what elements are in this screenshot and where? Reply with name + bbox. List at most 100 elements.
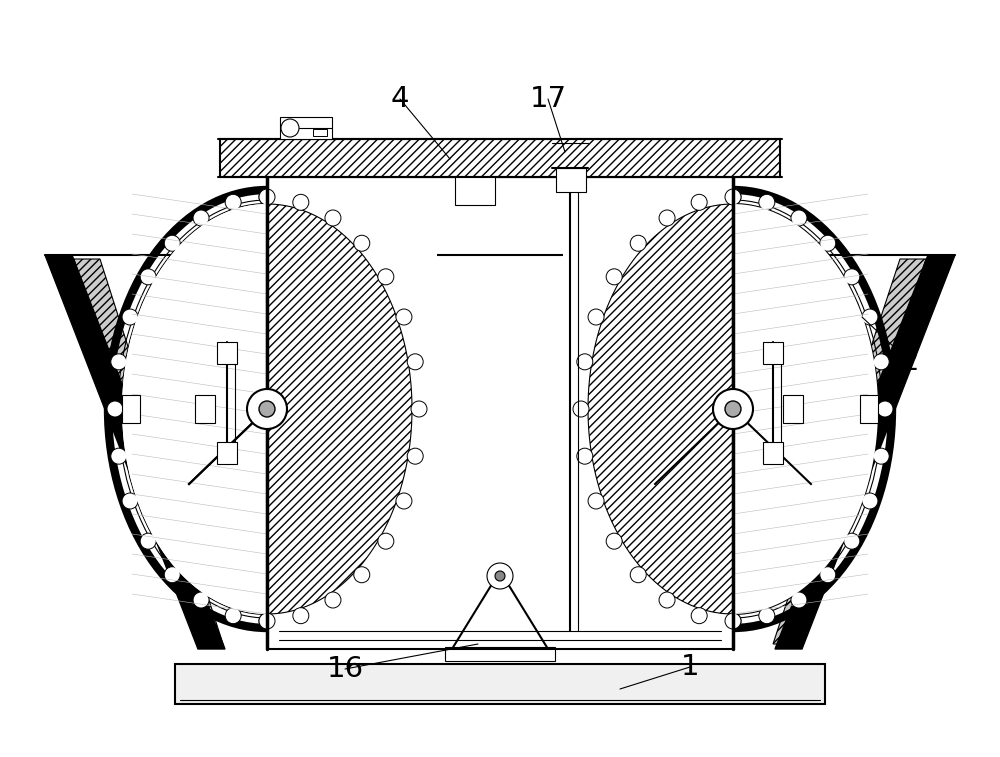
Circle shape xyxy=(325,210,341,226)
Circle shape xyxy=(588,309,604,325)
Bar xyxy=(763,442,783,464)
Circle shape xyxy=(873,354,889,370)
Circle shape xyxy=(820,567,836,583)
Bar xyxy=(783,395,803,423)
Polygon shape xyxy=(452,571,548,649)
Circle shape xyxy=(862,493,878,509)
Circle shape xyxy=(396,493,412,509)
Circle shape xyxy=(573,401,589,417)
Circle shape xyxy=(411,401,427,417)
Circle shape xyxy=(354,235,370,251)
Circle shape xyxy=(573,401,589,417)
Circle shape xyxy=(259,613,275,629)
Circle shape xyxy=(725,613,741,629)
Circle shape xyxy=(577,448,593,464)
Circle shape xyxy=(325,210,341,226)
Text: 16: 16 xyxy=(326,655,364,683)
Circle shape xyxy=(325,592,341,608)
Circle shape xyxy=(293,608,309,624)
Circle shape xyxy=(759,608,775,624)
Circle shape xyxy=(407,354,423,370)
Ellipse shape xyxy=(122,204,412,614)
Circle shape xyxy=(588,493,604,509)
Circle shape xyxy=(325,592,341,608)
Circle shape xyxy=(140,269,156,285)
Circle shape xyxy=(791,592,807,608)
Circle shape xyxy=(630,235,646,251)
Circle shape xyxy=(107,401,123,417)
Circle shape xyxy=(691,608,707,624)
Bar xyxy=(217,442,237,464)
Circle shape xyxy=(225,608,241,624)
Circle shape xyxy=(495,571,505,581)
Circle shape xyxy=(791,210,807,226)
Circle shape xyxy=(691,195,707,210)
Bar xyxy=(763,342,783,364)
Circle shape xyxy=(247,389,287,429)
Bar xyxy=(556,168,586,192)
Circle shape xyxy=(725,189,741,205)
Circle shape xyxy=(577,354,593,370)
Circle shape xyxy=(407,448,423,464)
Circle shape xyxy=(577,354,593,370)
Circle shape xyxy=(725,613,741,629)
Polygon shape xyxy=(267,204,412,614)
Circle shape xyxy=(606,269,622,285)
Circle shape xyxy=(606,269,622,285)
Circle shape xyxy=(354,567,370,583)
Circle shape xyxy=(691,195,707,210)
Polygon shape xyxy=(588,204,733,614)
Circle shape xyxy=(407,354,423,370)
Circle shape xyxy=(862,309,878,325)
Circle shape xyxy=(873,448,889,464)
Circle shape xyxy=(378,533,394,549)
Circle shape xyxy=(354,567,370,583)
Ellipse shape xyxy=(588,204,878,614)
Circle shape xyxy=(877,401,893,417)
Circle shape xyxy=(140,533,156,549)
Circle shape xyxy=(713,389,753,429)
Circle shape xyxy=(659,592,675,608)
Text: 4: 4 xyxy=(391,85,409,113)
Circle shape xyxy=(396,309,412,325)
Polygon shape xyxy=(733,204,878,614)
Circle shape xyxy=(606,533,622,549)
Circle shape xyxy=(378,269,394,285)
Circle shape xyxy=(725,189,741,205)
Circle shape xyxy=(378,269,394,285)
Circle shape xyxy=(630,567,646,583)
Bar xyxy=(313,129,327,136)
Circle shape xyxy=(225,195,241,210)
Circle shape xyxy=(577,448,593,464)
Circle shape xyxy=(122,493,138,509)
Circle shape xyxy=(259,613,275,629)
Circle shape xyxy=(659,210,675,226)
Circle shape xyxy=(281,119,299,137)
Circle shape xyxy=(630,235,646,251)
Bar xyxy=(175,664,825,704)
Bar xyxy=(195,395,215,423)
Circle shape xyxy=(844,533,860,549)
Bar xyxy=(280,117,332,139)
Circle shape xyxy=(759,195,775,210)
Circle shape xyxy=(164,235,180,251)
Bar xyxy=(217,342,237,364)
Circle shape xyxy=(259,189,275,205)
Polygon shape xyxy=(775,255,955,649)
Circle shape xyxy=(588,309,604,325)
Circle shape xyxy=(659,210,675,226)
Polygon shape xyxy=(122,204,267,614)
Circle shape xyxy=(122,309,138,325)
Circle shape xyxy=(725,401,741,417)
Polygon shape xyxy=(74,259,223,644)
Ellipse shape xyxy=(122,204,412,614)
Circle shape xyxy=(407,448,423,464)
Text: 1: 1 xyxy=(681,653,699,681)
Polygon shape xyxy=(267,184,437,634)
Circle shape xyxy=(659,592,675,608)
Circle shape xyxy=(378,533,394,549)
Bar xyxy=(445,647,555,661)
Circle shape xyxy=(111,354,127,370)
Circle shape xyxy=(293,195,309,210)
Bar xyxy=(220,139,780,177)
